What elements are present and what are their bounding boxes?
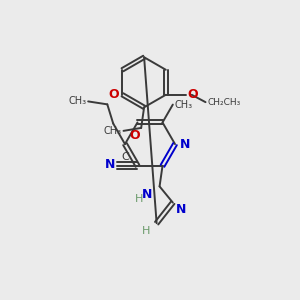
Text: N: N [142,188,152,201]
Text: N: N [105,158,116,171]
Text: CH₃: CH₃ [104,126,122,136]
Text: O: O [109,88,119,101]
Text: CH₃: CH₃ [174,100,192,110]
Text: H: H [135,194,143,204]
Text: H: H [142,226,150,236]
Text: CH₃: CH₃ [69,96,87,106]
Text: CH₂CH₃: CH₂CH₃ [207,98,240,107]
Text: N: N [180,138,191,151]
Text: O: O [188,88,199,101]
Text: N: N [176,203,186,216]
Text: C: C [122,152,130,162]
Text: O: O [130,129,140,142]
